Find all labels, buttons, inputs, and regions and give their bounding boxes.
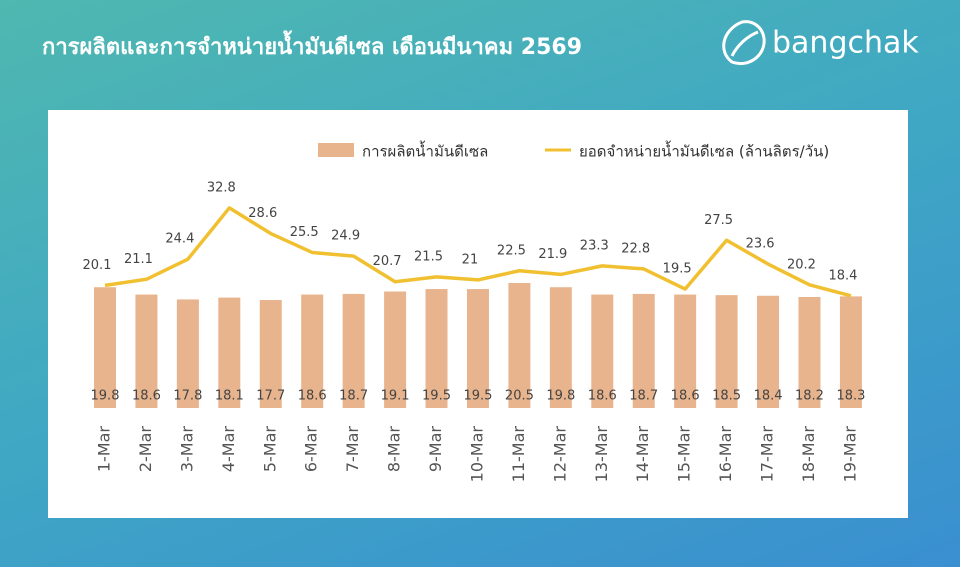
line-value-label: 21.5	[414, 249, 443, 264]
bar	[798, 296, 821, 408]
bar-value-label: 18.6	[132, 389, 161, 404]
x-tick-label: 8-Mar	[385, 426, 404, 473]
bar	[466, 289, 489, 408]
x-tick-label: 14-Mar	[633, 426, 652, 483]
bar	[176, 299, 199, 408]
x-tick-label: 18-Mar	[799, 426, 818, 483]
x-tick-label: 13-Mar	[592, 426, 611, 483]
line-value-label: 21.1	[124, 252, 153, 267]
bar	[218, 297, 241, 408]
bar-value-label: 17.8	[173, 389, 202, 404]
line-value-label: 28.6	[248, 206, 277, 221]
chart-title: การผลิตและการจำหน่ายน้ำมันดีเซล เดือนมีน…	[42, 30, 582, 60]
bar-value-label: 18.4	[754, 389, 783, 404]
bar	[508, 282, 531, 408]
bar	[259, 300, 282, 408]
line-value-label: 23.3	[580, 238, 609, 253]
line-value-label: 21.9	[538, 247, 567, 262]
x-tick-label: 17-Mar	[758, 426, 777, 483]
bar-value-label: 18.6	[298, 389, 327, 404]
legend-label: การผลิตน้ำมันดีเซล	[362, 141, 488, 161]
x-tick-label: 15-Mar	[675, 426, 694, 483]
x-tick-label: 2-Mar	[136, 426, 155, 473]
bar-value-label: 18.7	[629, 389, 658, 404]
line-value-label: 23.6	[746, 237, 775, 252]
line	[104, 206, 852, 298]
line-value-label: 19.5	[663, 262, 692, 277]
bar-value-label: 18.7	[339, 389, 368, 404]
line-value-label: 20.1	[83, 258, 112, 273]
x-tick-label: 3-Mar	[177, 426, 196, 473]
bar-value-label: 20.5	[505, 389, 534, 404]
bar	[135, 294, 158, 408]
bar	[839, 296, 862, 408]
bar-value-label: 18.1	[215, 389, 244, 404]
x-tick-label: 10-Mar	[467, 426, 486, 483]
bar-value-label: 19.8	[91, 389, 120, 404]
line-value-label: 27.5	[704, 213, 733, 228]
x-tick-label: 5-Mar	[260, 426, 279, 473]
bar-value-label: 18.6	[588, 389, 617, 404]
bar	[384, 291, 407, 408]
bar-value-label: 19.1	[381, 389, 410, 404]
x-tick-label: 16-Mar	[716, 426, 735, 483]
x-tick-label: 19-Mar	[840, 426, 859, 483]
x-tick-label: 7-Mar	[343, 426, 362, 473]
line-value-label: 20.2	[787, 257, 816, 272]
line-value-label: 24.4	[165, 232, 194, 247]
bar	[94, 287, 116, 408]
x-tick-label: 12-Mar	[550, 426, 569, 483]
bar	[591, 294, 614, 408]
bar-value-label: 19.5	[422, 389, 451, 404]
bar	[342, 293, 365, 408]
line-value-label: 25.5	[290, 225, 319, 240]
bar	[425, 289, 448, 408]
legend-label: ยอดจำหน่ายน้ำมันดีเซล (ล้านลิตร/วัน)	[579, 141, 829, 161]
x-tick-label: 9-Mar	[426, 426, 445, 473]
line-value-label: 22.5	[497, 243, 526, 258]
bar-value-label: 18.3	[836, 389, 865, 404]
bar	[549, 287, 572, 408]
bar-value-label: 19.8	[546, 389, 575, 404]
x-tick-label: 1-Mar	[95, 426, 114, 473]
bar	[632, 293, 655, 408]
x-tick-label: 6-Mar	[302, 426, 321, 473]
x-tick-label: 11-Mar	[509, 426, 528, 483]
bar	[674, 294, 697, 408]
line-value-label: 21	[462, 252, 479, 267]
bar-value-label: 19.5	[463, 389, 492, 404]
bar-value-label: 18.6	[671, 389, 700, 404]
bar-value-label: 18.5	[712, 389, 741, 404]
line-value-label: 18.4	[828, 268, 857, 283]
line-value-label: 22.8	[621, 241, 650, 256]
bar	[715, 295, 738, 408]
x-tick-label: 4-Mar	[219, 426, 238, 473]
logo-icon	[722, 20, 766, 65]
line-value-label: 24.9	[331, 229, 360, 244]
bar	[757, 295, 780, 408]
brand-name: bangchak	[772, 26, 919, 61]
legend-swatch	[318, 143, 354, 157]
bar-value-label: 17.7	[256, 389, 285, 404]
line-value-label: 32.8	[207, 180, 236, 195]
bar-value-label: 18.2	[795, 389, 824, 404]
bar	[301, 294, 324, 408]
line-value-label: 20.7	[373, 254, 402, 269]
